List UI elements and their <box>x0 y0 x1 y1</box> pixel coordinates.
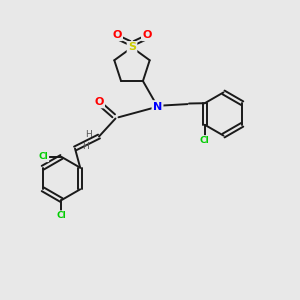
Text: O: O <box>112 30 122 40</box>
Text: Cl: Cl <box>39 152 48 161</box>
Text: H: H <box>82 142 88 151</box>
Text: O: O <box>142 30 152 40</box>
Text: O: O <box>94 97 104 107</box>
Text: Cl: Cl <box>200 136 210 145</box>
Text: N: N <box>153 101 162 112</box>
Text: Cl: Cl <box>57 211 66 220</box>
Text: S: S <box>128 42 136 52</box>
Text: H: H <box>85 130 92 139</box>
